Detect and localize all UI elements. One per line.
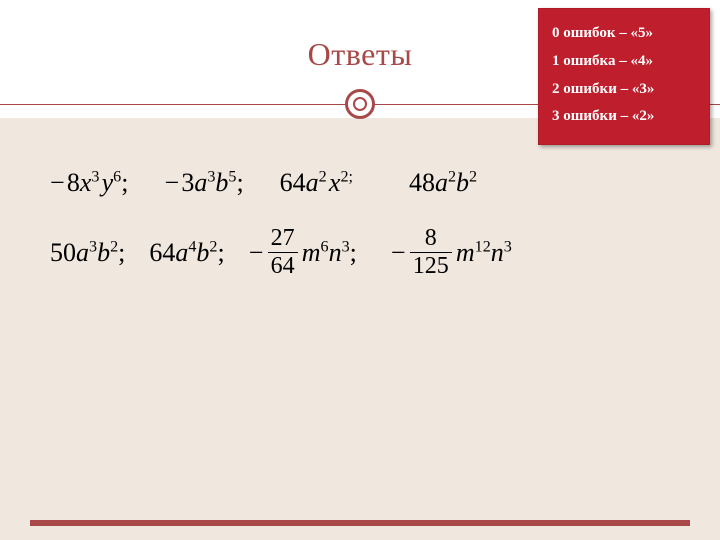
grading-line: 3 ошибки – «2»: [552, 103, 696, 131]
expression: − 8125 m12n3: [391, 226, 512, 279]
ring-ornament-icon: [345, 89, 375, 119]
grading-box: 0 ошибок – «5» 1 ошибка – «4» 2 ошибки –…: [538, 8, 710, 145]
expression: 64a4b2;: [149, 238, 224, 268]
answer-row: − 8x3 y6; − 3a3b5; 64a2 x2; 48a2b2: [50, 168, 680, 198]
footer-bar: [30, 520, 690, 526]
grading-line: 1 ошибка – «4»: [552, 48, 696, 76]
expression: 48a2b2: [409, 168, 477, 198]
grading-line: 2 ошибки – «3»: [552, 76, 696, 104]
expression: 64a2 x2;: [280, 168, 353, 198]
expression: − 3a3b5;: [164, 168, 243, 198]
expression: − 2764 m6n3;: [249, 226, 357, 279]
expression: 50a3b2;: [50, 238, 125, 268]
answer-row: 50a3b2; 64a4b2; − 2764 m6n3; − 8125 m12n…: [50, 226, 680, 279]
expression: − 8x3 y6;: [50, 168, 128, 198]
grading-line: 0 ошибок – «5»: [552, 20, 696, 48]
